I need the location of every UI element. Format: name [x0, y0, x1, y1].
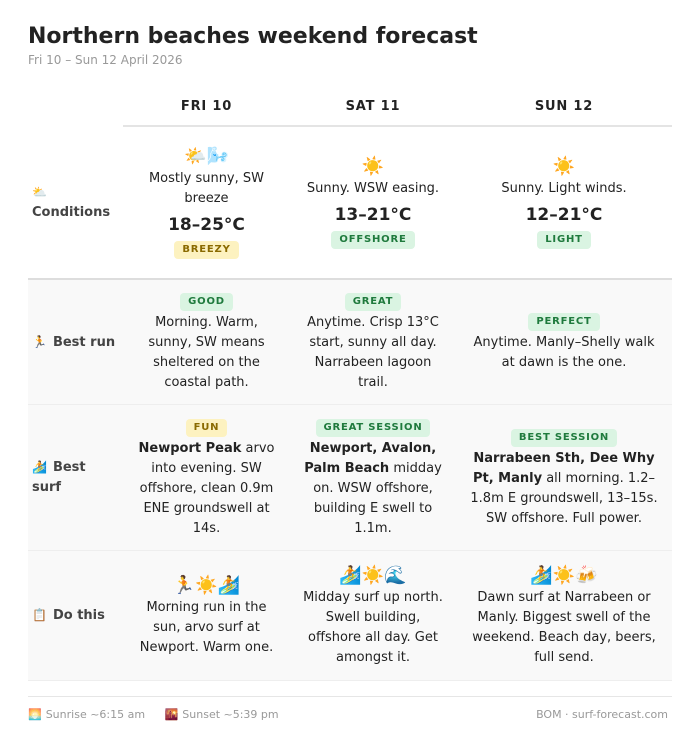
- row-label-text: Best surf: [32, 460, 86, 495]
- row-icon: 🏃: [32, 334, 47, 349]
- temperature: 12–21°C: [525, 204, 603, 225]
- badge: GREAT SESSION: [315, 418, 431, 437]
- cell-text: Newport Peak arvo into evening. SW offsh…: [135, 439, 278, 539]
- cell-body: all morning. 1.2–1.8m E groundswell, 13–…: [470, 470, 658, 526]
- row: 📋 Do this 🏃☀️🏄 Morning run in the sun, arvo…: [28, 550, 672, 681]
- row-label: 📋 Do this: [28, 550, 123, 681]
- cell-text: Sunny. WSW easing.: [302, 179, 444, 199]
- cell-lead: Newport, Avalon, Palm Beach: [304, 440, 437, 476]
- forecast-table: FRI 10 SAT 11 SUN 12 ⛅ Conditions 🌤️🌬️ Mostly…: [28, 88, 672, 681]
- cell: ☀️ Sunny. Light winds. 12–21°C LIGHT: [456, 126, 672, 280]
- cell-text: Morning. Warm, sunny, SW means sheltered…: [135, 313, 278, 393]
- cell-text: Anytime. Manly–Shelly walk at dawn is th…: [468, 333, 660, 373]
- cell-text: Newport, Avalon, Palm Beach midday on. W…: [302, 439, 444, 539]
- subtitle: Fri 10 – Sun 12 April 2026: [28, 53, 183, 67]
- row-label: 🏃 Best run: [28, 279, 123, 405]
- cell-body: arvo into evening. SW offshore, clean 0.…: [139, 440, 275, 536]
- cell-body: Anytime. Manly–Shelly walk at dawn is th…: [473, 335, 655, 370]
- sunrise: Sunrise ~6:15 am: [45, 708, 146, 721]
- cell: 🏃☀️🏄 Morning run in the sun, arvo surf at…: [123, 550, 290, 681]
- cell-text: Narrabeen Sth, Dee Why Pt, Manly all mor…: [468, 449, 660, 529]
- badge: GREAT: [344, 293, 402, 311]
- cell: PERFECT Anytime. Manly–Shelly walk at daw…: [456, 279, 672, 405]
- day-header: SUN 12: [456, 88, 672, 127]
- cell: GOOD Morning. Warm, sunny, SW means shelt…: [123, 279, 290, 405]
- cell-icon: 🏄☀️🍻: [530, 564, 598, 586]
- cell-lead: Narrabeen Sth, Dee Why Pt, Manly: [472, 450, 655, 486]
- cell-body: Sunny. Light winds.: [501, 180, 627, 196]
- source: BOM · surf-forecast.com: [536, 708, 668, 721]
- title: Northern beaches weekend forecast: [28, 24, 478, 49]
- badge: OFFSHORE: [331, 230, 415, 249]
- row-label-text: Best run: [52, 334, 116, 350]
- cell-icon: 🏄☀️🌊: [339, 564, 407, 586]
- row: 🏃 Best run GOOD Morning. Warm, sunny, SW me…: [28, 279, 672, 405]
- cell-text: Morning run in the sun, arvo surf at New…: [135, 598, 278, 658]
- row: 🏄 Best surf FUN Newport Peak arvo into even…: [28, 404, 672, 551]
- badge: BREEZY: [174, 240, 239, 259]
- cell-body: Morning run in the sun, arvo surf at New…: [139, 599, 274, 655]
- cell-icon: 🌤️🌬️: [184, 145, 229, 167]
- cell: GREAT Anytime. Crisp 13°C start, sunny al…: [290, 279, 456, 405]
- sunrise-icon: 🌅: [28, 708, 42, 721]
- cell-body: Anytime. Crisp 13°C start, sunny all day…: [307, 315, 439, 390]
- footer: 🌅 Sunrise ~6:15 am 🌇 Sunset ~5:39 pm BOM ·…: [28, 696, 672, 721]
- cell: 🏄☀️🌊 Midday surf up north. Swell building…: [290, 550, 456, 681]
- cell-icon: 🏃☀️🏄: [172, 574, 241, 596]
- badge: FUN: [185, 418, 228, 437]
- sunset-icon: 🌇: [164, 708, 179, 721]
- cell: 🌤️🌬️ Mostly sunny, SW breeze 18–25°C BREEZY: [123, 126, 290, 280]
- cell-text: Midday surf up north. Swell building, of…: [302, 588, 444, 668]
- cell: GREAT SESSION Newport, Avalon, Palm Beach…: [290, 404, 456, 551]
- row-label-text: Do this: [52, 608, 105, 623]
- day-header: SAT 11: [290, 88, 456, 127]
- badge: PERFECT: [528, 313, 600, 331]
- cell: BEST SESSION Narrabeen Sth, Dee Why Pt, M…: [456, 404, 672, 551]
- cell-icon: ☀️: [552, 155, 576, 177]
- cell: 🏄☀️🍻 Dawn surf at Narrabeen or Manly. Big…: [456, 550, 672, 681]
- cell-lead: Newport Peak: [138, 440, 242, 456]
- row-label-text: Conditions: [32, 204, 111, 220]
- corner: [28, 88, 123, 126]
- sunset: Sunset ~5:39 pm: [182, 708, 279, 721]
- header-row: FRI 10 SAT 11 SUN 12: [28, 88, 672, 127]
- temperature: 18–25°C: [168, 214, 245, 235]
- cell: ☀️ Sunny. WSW easing. 13–21°C OFFSHORE: [290, 126, 456, 280]
- cell-body: Morning. Warm, sunny, SW means sheltered…: [148, 315, 265, 390]
- row-icon: 📋: [32, 608, 47, 622]
- badge: LIGHT: [537, 230, 591, 249]
- cell-text: Dawn surf at Narrabeen or Manly. Biggest…: [468, 588, 660, 668]
- row: ⛅ Conditions 🌤️🌬️ Mostly sunny, SW breeze 18…: [28, 126, 672, 280]
- cell-text: Mostly sunny, SW breeze: [135, 169, 278, 209]
- row-icon: 🏄: [32, 460, 47, 474]
- cell-body: Dawn surf at Narrabeen or Manly. Biggest…: [472, 589, 656, 665]
- badge: GOOD: [180, 293, 233, 311]
- row-label: ⛅ Conditions: [28, 126, 123, 280]
- cell-icon: ☀️: [361, 155, 385, 177]
- cell: FUN Newport Peak arvo into evening. SW of…: [123, 404, 290, 551]
- cell-text: Sunny. Light winds.: [468, 179, 660, 199]
- cell-body: midday on. WSW offshore, building E swel…: [313, 460, 442, 536]
- cell-body: Midday surf up north. Swell building, of…: [303, 589, 443, 665]
- badge: BEST SESSION: [510, 428, 618, 447]
- cell-body: Sunny. WSW easing.: [306, 180, 440, 196]
- temperature: 13–21°C: [334, 204, 412, 225]
- cell-text: Anytime. Crisp 13°C start, sunny all day…: [302, 313, 444, 393]
- day-header: FRI 10: [123, 88, 290, 127]
- row-label: 🏄 Best surf: [28, 404, 123, 551]
- row-icon: ⛅: [32, 184, 47, 199]
- cell-body: Mostly sunny, SW breeze: [148, 170, 265, 206]
